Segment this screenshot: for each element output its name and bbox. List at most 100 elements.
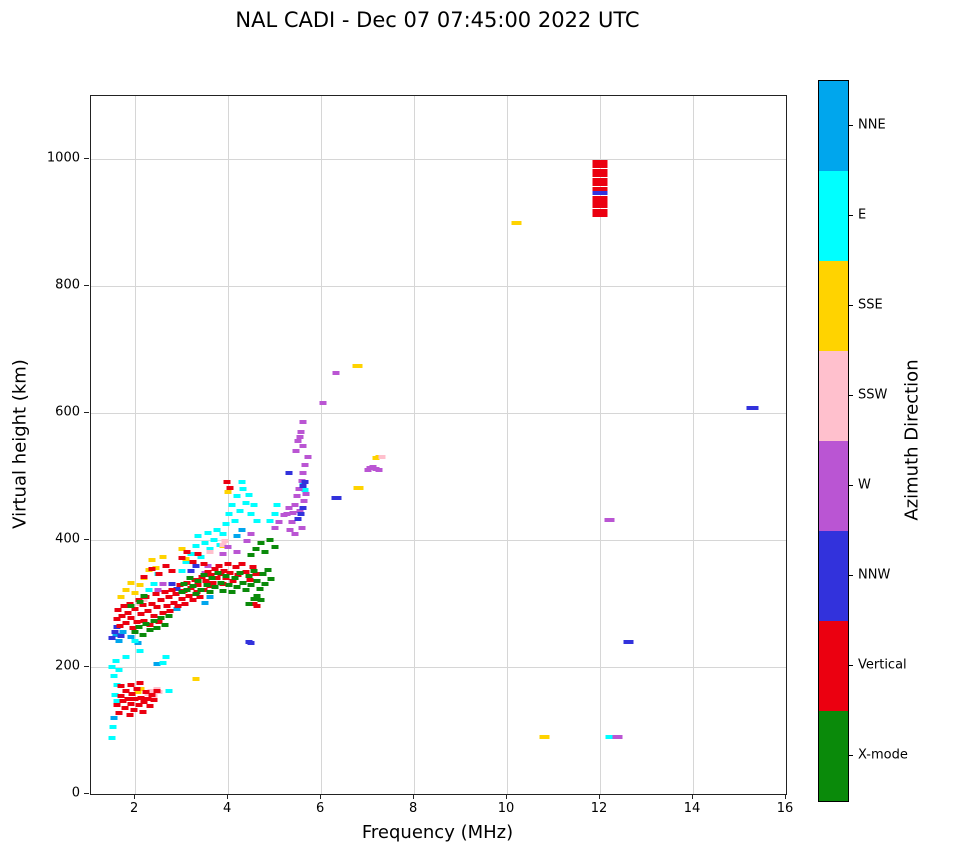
- data-point-nne: [233, 534, 241, 539]
- data-point-w: [247, 532, 255, 537]
- colorbar-tick: [848, 395, 853, 396]
- data-point-ssw: [219, 542, 227, 547]
- data-point-vertical: [223, 479, 231, 484]
- data-point-x-mode: [165, 614, 173, 619]
- data-point-vertical: [119, 698, 127, 703]
- x-tick: [413, 794, 415, 799]
- data-point-nnw: [299, 483, 307, 488]
- data-point-w: [283, 512, 291, 517]
- y-gridline: [91, 286, 786, 288]
- data-point-nne: [206, 594, 214, 599]
- x-tick-label: 16: [776, 801, 794, 816]
- data-point-vertical: [183, 550, 191, 555]
- x-tick: [320, 794, 322, 799]
- colorbar-tick: [848, 485, 853, 486]
- data-point-vertical: [596, 208, 604, 213]
- data-point-vertical: [172, 592, 180, 597]
- colorbar-label-nnw: NNW: [858, 567, 891, 583]
- data-point-x-mode: [245, 601, 253, 606]
- data-point-x-mode: [183, 587, 191, 592]
- data-point-vertical: [162, 563, 170, 568]
- data-point-nnw: [111, 629, 119, 634]
- data-point-x-mode: [206, 590, 214, 595]
- data-point-x-mode: [247, 583, 255, 588]
- data-point-vertical: [596, 173, 604, 178]
- data-point-e: [210, 537, 218, 542]
- x-tick-label: 4: [222, 801, 232, 816]
- data-point-vertical: [592, 159, 600, 164]
- x-gridline: [321, 96, 323, 794]
- data-point-w: [298, 479, 306, 484]
- data-point-vertical: [137, 611, 145, 616]
- y-tick-label: 400: [55, 531, 80, 547]
- data-point-x-mode: [136, 600, 144, 605]
- data-point-nnw: [173, 587, 181, 592]
- data-point-e: [162, 654, 170, 659]
- data-point-w: [300, 499, 308, 504]
- data-point-e: [111, 693, 119, 697]
- x-tick-label: 12: [590, 801, 608, 816]
- data-point-w: [294, 439, 302, 444]
- data-point-vertical: [242, 569, 250, 574]
- data-point-nne: [112, 632, 120, 637]
- data-point-vertical: [153, 688, 161, 693]
- chart-title: NAL CADI - Dec 07 07:45:00 2022 UTC: [235, 8, 640, 32]
- data-point-w: [288, 519, 296, 524]
- y-gridline: [91, 159, 786, 161]
- data-point-vertical: [139, 602, 147, 607]
- data-point-x-mode: [239, 580, 247, 585]
- data-point-sse: [159, 555, 167, 560]
- data-point-vertical: [238, 561, 246, 566]
- data-point-e: [204, 531, 212, 536]
- data-point-vertical: [131, 696, 139, 701]
- y-tick: [84, 285, 89, 287]
- data-point-e: [239, 486, 247, 491]
- data-point-w: [291, 502, 299, 507]
- y-tick: [84, 539, 89, 541]
- data-point-e: [219, 532, 227, 537]
- data-point-vertical: [124, 610, 132, 615]
- data-point-vertical: [600, 182, 608, 187]
- data-point-nnw: [299, 505, 307, 510]
- y-tick: [84, 793, 89, 794]
- data-point-nne: [119, 629, 127, 634]
- y-tick: [84, 412, 89, 414]
- data-point-vertical: [133, 620, 141, 625]
- data-point-e: [266, 518, 274, 523]
- data-point-e: [159, 661, 167, 666]
- data-point-vertical: [155, 620, 163, 625]
- data-point-vertical: [596, 159, 604, 164]
- y-tick-label: 1000: [46, 150, 80, 166]
- data-point-nnw: [596, 191, 604, 196]
- data-point-w: [204, 564, 212, 569]
- data-point-nnw: [187, 569, 195, 574]
- data-point-e: [113, 699, 121, 704]
- data-point-ssw: [378, 455, 386, 460]
- colorbar-label-sse: SSE: [858, 297, 883, 313]
- data-point-w: [293, 494, 301, 499]
- data-point-vertical: [122, 620, 130, 625]
- x-gridline: [600, 96, 602, 794]
- y-gridline: [91, 667, 786, 669]
- data-point-x-mode: [253, 594, 261, 599]
- data-point-x-mode: [264, 568, 272, 572]
- data-point-x-mode: [131, 629, 139, 634]
- data-point-e: [165, 689, 173, 694]
- data-point-x-mode: [200, 573, 208, 578]
- colorbar-segment-x-mode: [819, 711, 848, 801]
- data-point-vertical: [159, 610, 167, 615]
- data-point-x-mode: [242, 588, 250, 593]
- data-point-x-mode: [267, 576, 275, 581]
- data-point-vertical: [114, 607, 122, 612]
- colorbar-segment-vertical: [819, 621, 848, 711]
- data-point-vertical: [178, 555, 186, 560]
- data-point-w: [304, 455, 312, 460]
- data-point-vertical: [140, 619, 148, 624]
- data-point-nnw: [168, 581, 176, 586]
- data-point-e: [301, 488, 309, 493]
- data-point-vertical: [200, 562, 208, 567]
- colorbar-label-w: W: [858, 477, 871, 493]
- x-gridline: [414, 96, 416, 794]
- x-tick-label: 2: [130, 801, 139, 816]
- x-tick: [134, 794, 136, 799]
